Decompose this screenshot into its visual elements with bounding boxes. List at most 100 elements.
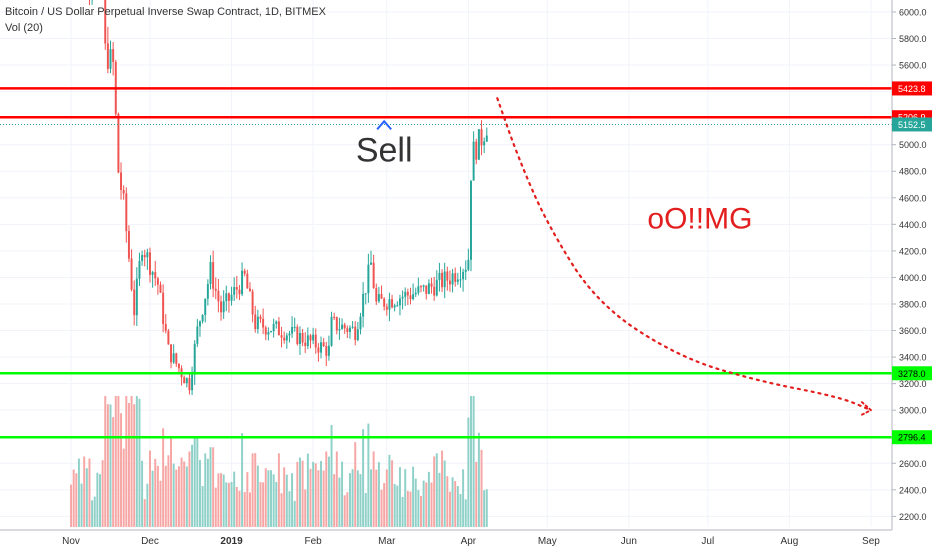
candle-body: [201, 315, 204, 322]
volume-bar: [388, 454, 391, 527]
volume-bar: [109, 404, 112, 527]
volume-bar: [225, 482, 228, 527]
volume-bar: [183, 461, 186, 527]
candle-body: [375, 288, 378, 302]
candle-body: [196, 326, 199, 344]
candle-body: [372, 262, 375, 289]
candles: [88, 0, 488, 396]
volume-bar: [127, 402, 130, 527]
volume-bar: [356, 470, 359, 527]
candle-body: [314, 334, 317, 348]
candle-body: [225, 293, 228, 302]
candle-body: [370, 262, 372, 265]
time-tick-label: Dec: [141, 536, 159, 547]
candle-body: [256, 316, 259, 330]
volume-bar: [196, 438, 199, 527]
volume-bar: [251, 453, 254, 527]
time-tick-label: 2019: [220, 536, 243, 547]
volume-bar: [480, 449, 483, 527]
volume-bar: [264, 468, 267, 527]
volume-bar: [335, 451, 338, 527]
volume-bar: [472, 396, 475, 527]
candle-body: [285, 335, 288, 341]
volume-bar: [438, 472, 441, 527]
candle-body: [156, 278, 159, 285]
omg-annotation: oO!!MG: [647, 202, 752, 235]
price-tick-label: 3800.0: [899, 299, 927, 309]
candle-body: [485, 135, 488, 142]
volume-bar: [148, 450, 151, 527]
candle-body: [359, 316, 362, 330]
price-tick-label: 4200.0: [899, 246, 927, 256]
volume-bar: [404, 469, 407, 527]
candle-body: [298, 332, 301, 345]
candle-body: [456, 279, 459, 282]
volume-bar: [114, 396, 117, 527]
candle-body: [280, 335, 283, 338]
candle-body: [330, 316, 333, 346]
level-tag-label: 2796.4: [898, 433, 926, 443]
candle-body: [477, 129, 480, 160]
volume-bar: [70, 484, 73, 527]
candle-body: [262, 318, 265, 328]
volume-bar: [314, 463, 317, 527]
volume-bar: [348, 473, 351, 527]
volume-indicator-label: Vol (20): [5, 22, 43, 34]
volume-bar: [172, 463, 175, 527]
candle-body: [185, 378, 188, 384]
volume-bar: [393, 483, 396, 527]
candle-body: [427, 283, 430, 294]
candle-body: [277, 321, 280, 336]
volume-bar: [101, 460, 104, 527]
volume-bar: [435, 453, 438, 527]
time-tick-label: Jun: [621, 536, 637, 547]
volume-bar: [409, 491, 412, 527]
candle-body: [451, 273, 454, 285]
volume-bar: [483, 490, 486, 527]
time-tick-label: Apr: [461, 536, 477, 547]
candle-body: [177, 363, 180, 369]
volume-bar: [420, 495, 422, 527]
volume-bar: [156, 465, 159, 527]
volume-bar: [351, 469, 354, 527]
candle-body: [383, 298, 386, 307]
level-tag: [892, 366, 932, 381]
candle-body: [346, 328, 349, 332]
volume-bar: [322, 470, 325, 527]
volume-bar: [272, 474, 275, 527]
candle-body: [391, 299, 394, 308]
candle-body: [106, 43, 109, 69]
volume-bar: [346, 492, 349, 527]
volume-bar: [433, 456, 436, 527]
candle-body: [148, 252, 151, 275]
candle-body: [246, 273, 249, 289]
volume-bar: [106, 404, 109, 527]
volume-bar: [327, 456, 330, 527]
candle-body: [320, 342, 323, 353]
last-price-tag: [892, 117, 932, 132]
volume-bar: [177, 466, 180, 527]
candle-body: [446, 271, 449, 281]
candle-body: [309, 335, 312, 341]
volume-bar: [151, 470, 154, 527]
volume-bar: [422, 480, 425, 527]
candle-body: [191, 374, 194, 391]
candle-body: [154, 272, 157, 279]
volume-bar: [162, 428, 165, 527]
candle-body: [248, 288, 251, 292]
volume-bar: [285, 474, 288, 527]
price-tick-label: 2200.0: [899, 512, 927, 522]
volume-bar: [138, 398, 141, 527]
volume-bar: [120, 413, 123, 527]
volume-bar: [359, 474, 362, 527]
candle-body: [159, 284, 162, 293]
candle-body: [422, 285, 425, 287]
candle-body: [120, 172, 123, 191]
volume-bar: [193, 436, 196, 527]
volume-bar: [443, 460, 446, 527]
time-tick-label: Aug: [780, 536, 798, 547]
time-axis-bg: [0, 530, 932, 550]
candle-body: [283, 337, 286, 341]
volume-bar: [414, 478, 417, 527]
